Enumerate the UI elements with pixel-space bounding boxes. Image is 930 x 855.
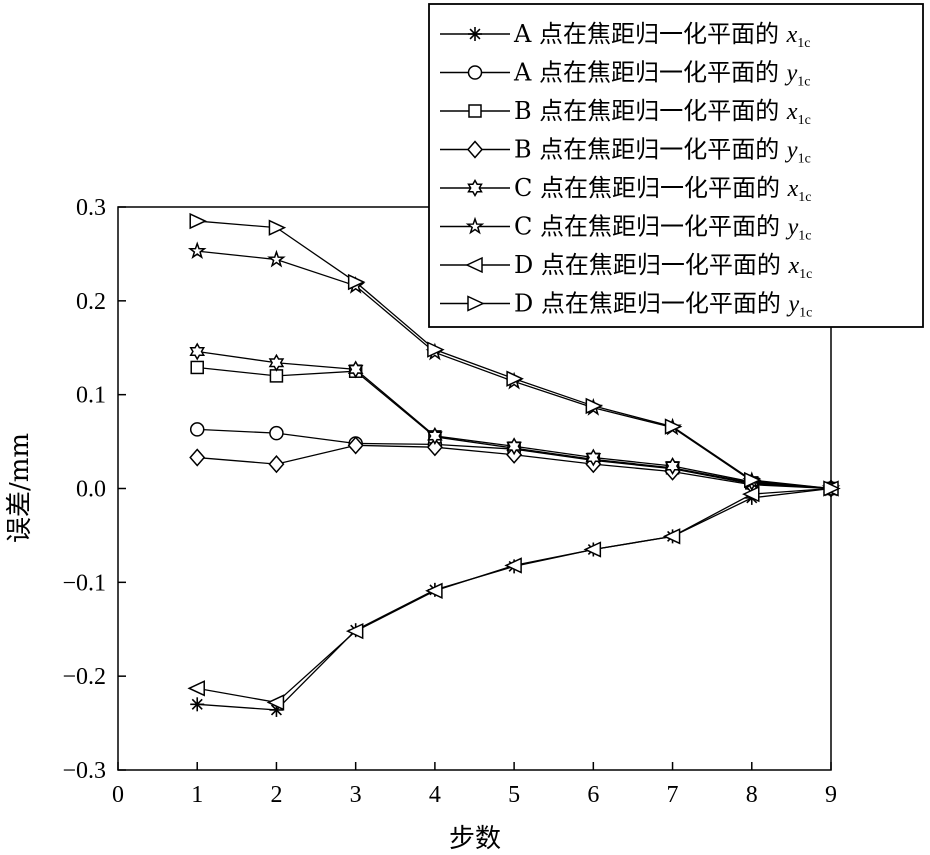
x-tick-label: 2 [270, 782, 282, 808]
data-point-triangle-right [823, 480, 841, 497]
data-point-triangle-left [425, 582, 443, 599]
data-point-hexagram [585, 448, 602, 467]
data-point-triangle-left [742, 485, 760, 503]
x-tick-label: 8 [746, 782, 758, 808]
data-point-triangle-right [347, 273, 366, 291]
legend-item: D 点在焦距归一化平面的 y1c [440, 290, 812, 321]
legend-label: C 点在焦距归一化平面的 y1c [514, 213, 812, 244]
legend: A 点在焦距归一化平面的 x1c A 点在焦距归一化平面的 y1c B 点在焦距归一… [428, 3, 924, 328]
data-point-pentagram [267, 249, 286, 268]
data-point-triangle-right [664, 418, 683, 435]
legend-label: D 点在焦距归一化平面的 x1c [514, 251, 812, 282]
data-point-hexagram [427, 426, 443, 445]
legend-item: A 点在焦距归一化平面的 y1c [440, 59, 810, 90]
legend-box [428, 3, 924, 328]
data-point-triangle-right [744, 471, 762, 489]
series-triangle-right [189, 212, 841, 497]
x-tick-label: 0 [112, 782, 124, 808]
x-tick-label: 5 [508, 782, 520, 808]
data-point-triangle-left [266, 694, 285, 711]
legend-marker-triangle-right [467, 295, 485, 312]
legend-marker-triangle-left [465, 256, 483, 274]
data-point-triangle-right [427, 341, 445, 358]
x-tick-label: 7 [667, 782, 679, 808]
legend-marker-asterisk [468, 27, 482, 41]
data-point-circle [269, 425, 284, 441]
data-point-hexagram [268, 353, 285, 372]
x-axis-title: 步数 [449, 824, 501, 854]
legend-marker-square [468, 104, 482, 118]
series-line [197, 487, 832, 704]
data-point-diamond [426, 438, 443, 457]
series-line [197, 487, 832, 711]
legend-marker-hexagram [467, 178, 483, 198]
legend-item: D 点在焦距归一化平面的 x1c [440, 251, 812, 282]
y-tick-label: −0.1 [62, 570, 106, 596]
data-point-asterisk [190, 697, 205, 712]
data-point-hexagram [664, 456, 681, 475]
y-tick-label: 0.3 [76, 195, 106, 221]
y-tick-label: 0.2 [76, 289, 106, 315]
data-point-triangle-right [506, 370, 524, 387]
legend-label: C 点在焦距归一化平面的 x1c [514, 174, 812, 205]
data-point-diamond [268, 454, 285, 474]
data-point-diamond [189, 448, 206, 467]
legend-label: D 点在焦距归一化平面的 y1c [514, 290, 812, 321]
series-layer [187, 212, 841, 717]
legend-label: A 点在焦距归一化平面的 x1c [513, 20, 810, 51]
y-tick-label: 0.0 [76, 477, 106, 503]
x-tick-label: 9 [825, 782, 837, 808]
data-point-diamond [347, 436, 364, 455]
y-tick-label: −0.3 [62, 758, 106, 784]
x-tick-label: 3 [350, 782, 362, 808]
legend-label: B 点在焦距归一化平面的 x1c [514, 97, 811, 128]
legend-marker-diamond [467, 140, 483, 159]
y-axis-title: 误差/mm [5, 433, 35, 543]
data-point-triangle-right [585, 397, 604, 415]
legend-label: B 点在焦距归一化平面的 y1c [514, 136, 811, 167]
legend-label: A 点在焦距归一化平面的 y1c [513, 59, 810, 90]
data-point-square [190, 360, 204, 375]
data-point-hexagram [189, 342, 206, 361]
series-triangle-left [187, 480, 839, 711]
data-point-circle [189, 422, 205, 437]
ticks-layer: 0 1 2 3 4 5 6 7 8 9 0.3 0.2 0.1 0.0 −0.1 −0.2 −0.3 [62, 195, 837, 808]
data-point-triangle-right [268, 219, 287, 236]
x-tick-label: 6 [587, 782, 599, 808]
legend-item: B 点在焦距归一化平面的 x1c [440, 97, 811, 128]
data-point-hexagram [506, 437, 522, 456]
x-tick-label: 1 [191, 782, 203, 808]
legend-item: A 点在焦距归一化平面的 x1c [440, 20, 810, 51]
data-point-pentagram [187, 241, 207, 260]
data-point-triangle-left [504, 557, 522, 574]
data-point-triangle-left [662, 528, 681, 545]
data-point-triangle-right [189, 212, 207, 230]
data-point-triangle-left [187, 680, 205, 697]
x-tick-label: 4 [429, 782, 441, 808]
legend-item: C 点在焦距归一化平面的 y1c [440, 213, 812, 244]
data-point-triangle-left [583, 541, 602, 558]
series-asterisk [190, 481, 838, 717]
legend-marker-pentagram [465, 216, 485, 235]
y-tick-label: 0.1 [76, 383, 106, 409]
data-point-hexagram [347, 360, 364, 379]
legend-item: B 点在焦距归一化平面的 y1c [440, 136, 811, 167]
legend-item: C 点在焦距归一化平面的 x1c [440, 174, 812, 205]
legend-marker-circle [467, 65, 483, 80]
data-point-triangle-left [345, 622, 364, 640]
y-tick-label: −0.2 [62, 664, 106, 690]
